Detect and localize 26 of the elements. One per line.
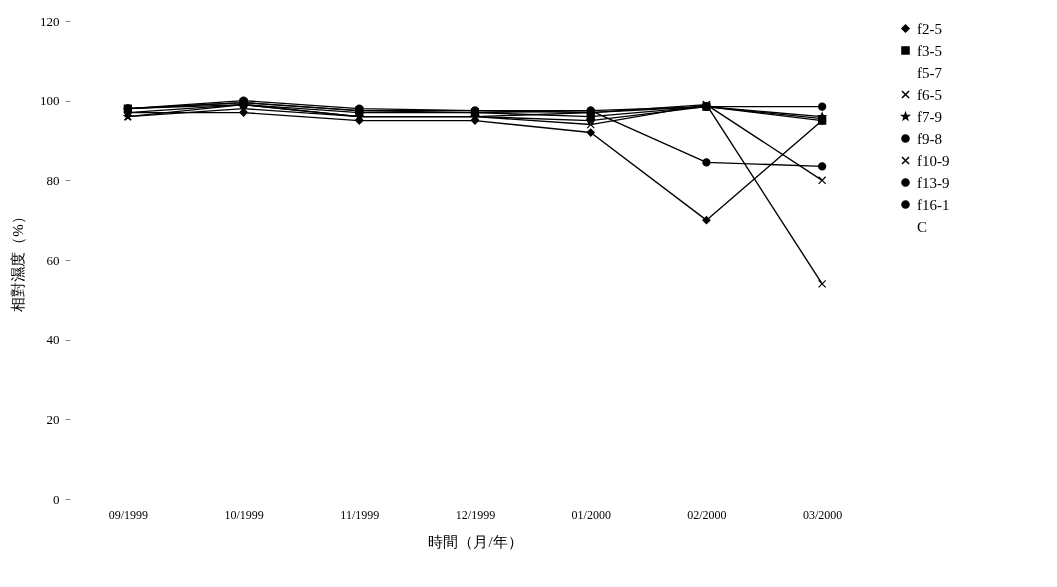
y-tick-label: 120: [40, 13, 60, 29]
x-tick-label: 03/2000: [802, 507, 843, 522]
legend-label: f2-5: [917, 20, 942, 37]
text: f5-7: [917, 64, 943, 81]
y-tick-label: 60: [46, 252, 60, 268]
legend-label: f16-1: [917, 196, 950, 213]
legend-label: f13-9: [917, 174, 950, 191]
y-tick-label: 40: [46, 332, 60, 348]
x-tick-label: 11/1999: [340, 507, 380, 522]
legend-label: f10-9: [917, 152, 950, 169]
legend-label: f9-8: [917, 130, 942, 147]
y-tick-label: 100: [40, 93, 60, 109]
text: C: [917, 218, 928, 235]
y-axis-title: 相對濕度（%）: [10, 209, 26, 312]
legend-label: f7-9: [917, 108, 942, 125]
legend-label: f3-5: [917, 42, 942, 59]
y-tick-label: 20: [46, 411, 60, 427]
x-tick-label: 10/1999: [224, 507, 264, 522]
x-axis-title: 時間（月/年）: [428, 533, 523, 550]
legend-label: f6-5: [917, 86, 942, 103]
y-tick-label: 80: [46, 172, 60, 188]
x-tick-label: 12/1999: [455, 507, 496, 522]
x-tick-label: 02/2000: [687, 507, 727, 522]
x-tick-label: 09/1999: [108, 507, 149, 522]
y-tick-label: 0: [53, 491, 60, 507]
x-tick-label: 01/2000: [571, 507, 611, 522]
